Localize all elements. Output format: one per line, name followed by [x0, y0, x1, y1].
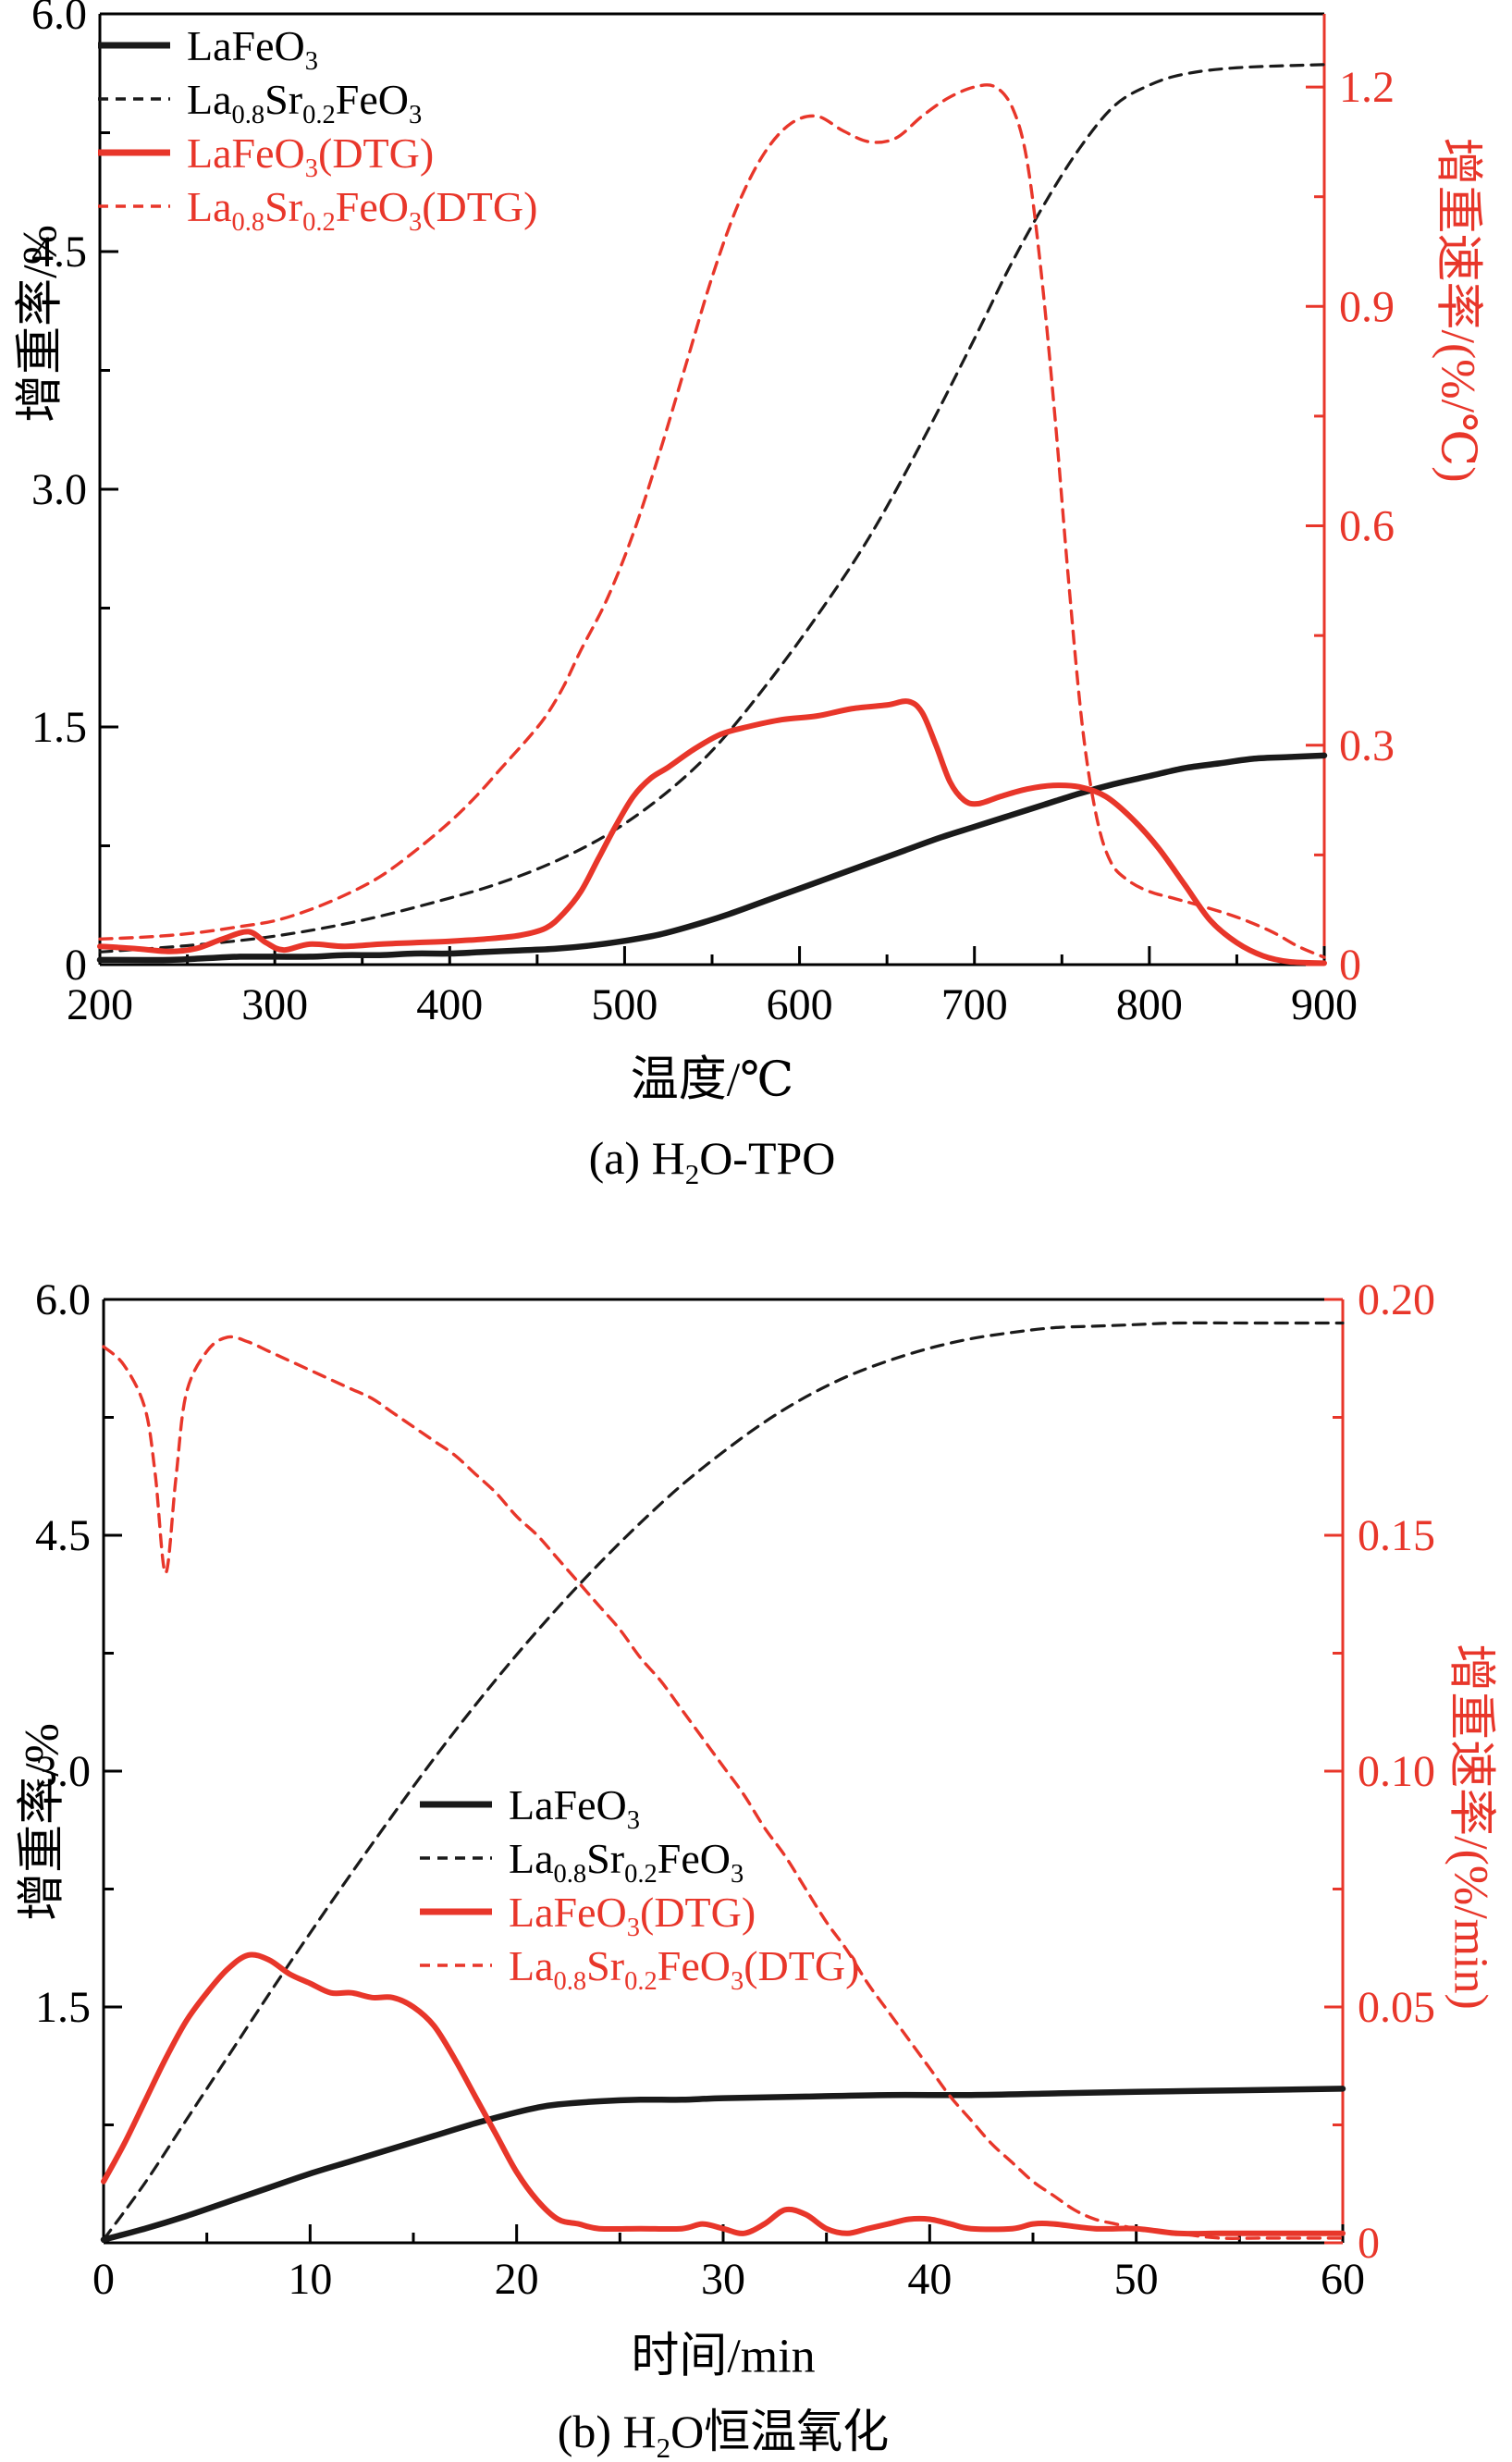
y-left-tick-label: 4.5: [35, 1511, 91, 1560]
legend-label: LaFeO3: [187, 21, 319, 76]
y-left-tick-label: 1.5: [31, 703, 87, 752]
chart-a-caption: (a) H2O-TPO: [588, 1132, 836, 1190]
x-tick-label: 600: [767, 980, 833, 1029]
legend-label: La0.8Sr0.2FeO3(DTG): [509, 1941, 860, 1996]
legend-item: LaFeO3(DTG): [96, 126, 537, 183]
x-tick-label: 60: [1321, 2255, 1365, 2304]
x-tick-label: 500: [591, 980, 658, 1029]
chart-b-caption: (b) H2O恒温氧化: [557, 2406, 890, 2462]
y-left-tick-label: 6.0: [31, 0, 87, 39]
y-left-tick-label: 3.0: [35, 1747, 91, 1796]
legend-label: La0.8Sr0.2FeO3(DTG): [187, 182, 538, 237]
y-left-tick-label: 6.0: [35, 1275, 91, 1324]
chart-b-legend: LaFeO3 La0.8Sr0.2FeO3 LaFeO3(DTG) La0.8Sr0.…: [418, 1778, 860, 1996]
x-tick-label: 400: [416, 980, 483, 1029]
legend-item: La0.8Sr0.2FeO3(DTG): [96, 179, 538, 237]
x-tick-label: 900: [1291, 980, 1358, 1029]
y-right-tick-label: 0.20: [1358, 1275, 1435, 1324]
legend-line-sample-icon: [420, 1908, 492, 1915]
chart-a-right-axis-label: 增重速率/(%/℃): [1431, 137, 1484, 483]
x-tick-label: 10: [288, 2255, 332, 2304]
y-left-tick-label: 3.0: [31, 465, 87, 514]
x-tick-label: 50: [1114, 2255, 1159, 2304]
x-tick-label: 0: [92, 2255, 115, 2304]
chart-b-left-axis-label: 增重率/%: [16, 1723, 69, 1921]
chart-b-x-axis-label: 时间/min: [631, 2330, 816, 2383]
legend-line-sample-icon: [98, 42, 170, 49]
y-right-tick-label: 0: [1339, 941, 1361, 990]
y-right-tick-label: 1.2: [1339, 63, 1395, 112]
x-tick-label: 30: [701, 2255, 745, 2304]
y-left-tick-label: 1.5: [35, 1983, 91, 2032]
legend-label: La0.8Sr0.2FeO3: [509, 1834, 744, 1889]
chart-a-left-axis-label: 增重率/%: [14, 225, 68, 423]
legend-item: LaFeO3: [96, 18, 537, 76]
y-right-tick-label: 0.10: [1358, 1747, 1435, 1796]
chart-b-h2o-isothermal-oxidation: 0 10 20 30 40 50 60 1.5 3.0 4.5 6.0 0 0.05 0.10 0.15 0.…: [0, 1230, 1512, 2462]
legend-item: La0.8Sr0.2FeO3: [418, 1831, 859, 1889]
y-right-tick-label: 0.9: [1339, 282, 1395, 331]
x-tick-label: 40: [907, 2255, 952, 2304]
series-line-1: [102, 1321, 1345, 2242]
x-tick-label: 800: [1116, 980, 1183, 1029]
series-line-2: [101, 1951, 1346, 2237]
y-right-tick-label: 0.3: [1339, 721, 1395, 770]
legend-item: LaFeO3: [418, 1778, 859, 1835]
legend-label: La0.8Sr0.2FeO3: [187, 75, 423, 129]
chart-a-canvas: 200 300 400 500 600 700 800 90001.53.04.56.000.…: [31, 0, 1395, 1029]
legend-item: La0.8Sr0.2FeO3(DTG): [418, 1939, 860, 1996]
series-line-2: [97, 698, 1327, 966]
y-right-tick-label: 0.6: [1339, 502, 1395, 551]
series-line-0: [100, 2086, 1346, 2243]
legend-item: La0.8Sr0.2FeO3: [96, 72, 537, 129]
legend-line-sample-icon: [98, 149, 170, 156]
legend-line-sample-icon: [98, 97, 170, 101]
legend-line-sample-icon: [98, 204, 170, 208]
x-tick-label: 20: [495, 2255, 539, 2304]
series-line-3: [98, 83, 1326, 959]
chart-b-right-axis-label: 增重速率/(%/min): [1444, 1643, 1497, 2010]
chart-a-x-axis-label: 温度/℃: [630, 1053, 794, 1107]
legend-line-sample-icon: [420, 1856, 492, 1860]
chart-a-h2o-tpo: 200 300 400 500 600 700 800 900 0 1.5 3.0 4.5 6.0 0 0.…: [0, 0, 1512, 1230]
legend-label: LaFeO3(DTG): [187, 129, 435, 183]
series-line-1: [98, 63, 1326, 954]
y-right-tick-label: 0.15: [1358, 1511, 1435, 1560]
series-line-0: [96, 752, 1328, 964]
legend-label: LaFeO3: [509, 1780, 641, 1835]
x-tick-label: 200: [67, 980, 133, 1029]
y-right-tick-label: 0: [1358, 2219, 1380, 2268]
chart-b-canvas: 0 10 20 30 40 50 60 1.5 3.0 4.5 6.0 0 0.05 0.10 0.15 0.…: [35, 1275, 1435, 2304]
x-tick-label: 300: [241, 980, 308, 1029]
chart-a-legend: LaFeO3 La0.8Sr0.2FeO3 LaFeO3(DTG) La0.8Sr0.…: [96, 18, 538, 237]
y-left-tick-label: 0: [65, 941, 87, 990]
legend-label: LaFeO3(DTG): [509, 1888, 756, 1942]
y-right-tick-label: 0.05: [1358, 1983, 1435, 2032]
x-tick-label: 700: [941, 980, 1008, 1029]
legend-line-sample-icon: [420, 1801, 492, 1808]
legend-line-sample-icon: [420, 1963, 492, 1967]
y-left-tick-label: 4.5: [31, 228, 87, 277]
series-line-3: [102, 1335, 1345, 2240]
legend-item: LaFeO3(DTG): [418, 1885, 859, 1942]
